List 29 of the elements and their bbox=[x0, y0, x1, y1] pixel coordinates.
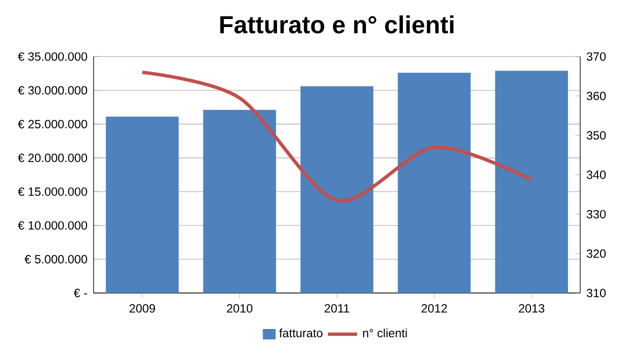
y-tick-label: € 25.000.000 bbox=[18, 120, 88, 128]
y-tick-label: € 20.000.000 bbox=[18, 154, 88, 162]
y-tick-label: € 10.000.000 bbox=[18, 221, 88, 230]
x-tick-label: 2010 bbox=[226, 304, 252, 312]
legend-label: n° clienti bbox=[363, 328, 407, 338]
y-tick-label: € - bbox=[74, 288, 88, 298]
bar bbox=[300, 86, 374, 293]
x-tick-label: 2011 bbox=[324, 304, 350, 312]
y2-tick-label: 310 bbox=[586, 288, 606, 298]
y2-tick-label: 330 bbox=[586, 210, 606, 218]
y2-tick-label: 350 bbox=[586, 131, 606, 140]
bar bbox=[106, 116, 179, 293]
line-series bbox=[140, 70, 534, 202]
y-tick-label: € 15.000.000 bbox=[18, 187, 88, 196]
x-tick-label: 2009 bbox=[130, 304, 156, 312]
legend-label: fatturato bbox=[279, 328, 322, 338]
chart-title: Fatturato e n° clienti bbox=[220, 15, 454, 34]
y-tick-label: € 35.000.000 bbox=[18, 52, 88, 61]
y2-tick-label: 370 bbox=[586, 52, 606, 61]
bar bbox=[203, 110, 276, 293]
bar bbox=[398, 72, 471, 293]
y2-tick-label: 320 bbox=[586, 249, 606, 258]
bar bbox=[495, 70, 568, 293]
y2-tick-label: 340 bbox=[586, 170, 606, 179]
y-tick-label: € 30.000.000 bbox=[18, 86, 88, 94]
y-tick-label: € 5.000.000 bbox=[24, 254, 88, 264]
y2-tick-label: 360 bbox=[586, 92, 606, 100]
x-tick-label: 2013 bbox=[518, 304, 544, 312]
x-tick-label: 2012 bbox=[422, 304, 447, 312]
